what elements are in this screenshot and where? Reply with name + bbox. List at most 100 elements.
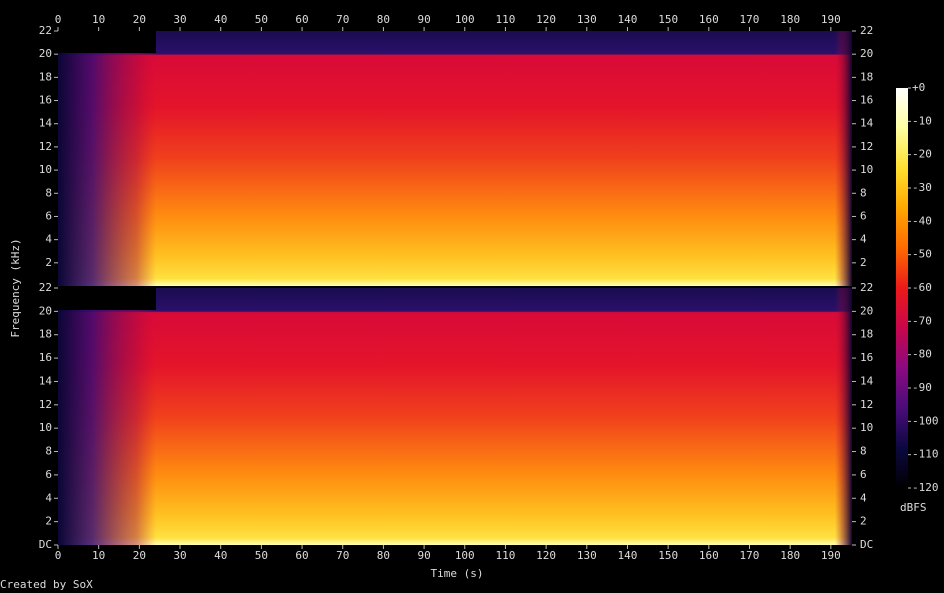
x-tick-label: 150	[658, 549, 678, 562]
y-tick-label-right: 12	[860, 398, 873, 411]
x-tick-label-top: 140	[618, 13, 638, 26]
x-tick-label-top: 20	[133, 13, 146, 26]
y-tick-label-right: 14	[860, 374, 874, 387]
x-tick-label-top: 70	[336, 13, 349, 26]
x-tick-label-top: 90	[417, 13, 430, 26]
x-tick-label: 10	[92, 549, 105, 562]
x-tick-label: 0	[55, 549, 62, 562]
y-tick-label-right: 16	[860, 351, 873, 364]
y-tick-label: 12	[39, 398, 52, 411]
y-tick-label: 18	[39, 70, 52, 83]
x-tick-label: 140	[618, 549, 638, 562]
x-tick-label: 60	[295, 549, 308, 562]
colorbar-tick-label: -30	[912, 181, 932, 194]
y-tick-label: 22	[39, 281, 52, 294]
x-tick-label-top: 40	[214, 13, 227, 26]
y-tick-label: 8	[45, 445, 52, 458]
y-tick-label-right: 20	[860, 47, 873, 60]
y-tick-label-right: 22	[860, 24, 873, 37]
x-tick-label-top: 120	[536, 13, 556, 26]
x-tick-label: 170	[740, 549, 760, 562]
x-tick-label-top: 160	[699, 13, 719, 26]
y-tick-label: 16	[39, 351, 52, 364]
y-tick-label: 4	[45, 491, 52, 504]
y-tick-label-right: 6	[860, 468, 867, 481]
x-tick-label: 70	[336, 549, 349, 562]
colorbar-label: dBFS	[900, 501, 927, 514]
y-tick-label-right: 4	[860, 233, 867, 246]
y-tick-label-right: 18	[860, 70, 873, 83]
x-tick-label: 120	[536, 549, 556, 562]
y-tick-label-right: 14	[860, 117, 874, 130]
x-tick-label-top: 110	[496, 13, 516, 26]
colorbar-tick-label: -10	[912, 114, 932, 127]
colorbar-tick-label: -50	[912, 248, 932, 261]
x-tick-label: 130	[577, 549, 597, 562]
x-tick-label: 30	[173, 549, 186, 562]
x-tick-label-top: 180	[780, 13, 800, 26]
y-tick-label: 12	[39, 140, 52, 153]
y-tick-label: 10	[39, 421, 52, 434]
y-tick-label-right: 6	[860, 209, 867, 222]
x-tick-label: 90	[417, 549, 430, 562]
y-tick-label: 16	[39, 94, 52, 107]
y-tick-label: DC	[39, 538, 52, 551]
colorbar-tick-label: -100	[912, 414, 939, 427]
x-tick-label: 190	[821, 549, 841, 562]
y-tick-label-right: 8	[860, 445, 867, 458]
y-tick-label: 2	[45, 515, 52, 528]
x-tick-label-top: 50	[255, 13, 268, 26]
colorbar-tick-label: -40	[912, 214, 932, 227]
panel-art	[58, 31, 852, 545]
y-tick-label: 18	[39, 328, 52, 341]
y-tick-label: 14	[39, 374, 53, 387]
x-tick-label-top: 10	[92, 13, 105, 26]
x-axis-label: Time (s)	[431, 567, 484, 580]
colorbar-tick-label: +0	[912, 81, 925, 94]
x-tick-label: 180	[780, 549, 800, 562]
y-tick-label: 6	[45, 209, 52, 222]
y-tick-label: 6	[45, 468, 52, 481]
y-tick-label: 20	[39, 304, 52, 317]
y-tick-label-right: 10	[860, 421, 873, 434]
y-tick-label-right: 22	[860, 281, 873, 294]
y-tick-label: 20	[39, 47, 52, 60]
x-tick-label: 40	[214, 549, 227, 562]
x-tick-label: 100	[455, 549, 475, 562]
y-tick-label-right: 8	[860, 186, 867, 199]
colorbar-tick-label: -60	[912, 281, 932, 294]
y-tick-label: 14	[39, 117, 53, 130]
x-tick-label-top: 60	[295, 13, 308, 26]
y-tick-label-right: 20	[860, 304, 873, 317]
y-tick-label: 8	[45, 186, 52, 199]
y-axis-label: Frequency (kHz)	[9, 238, 22, 337]
colorbar-tick-label: -110	[912, 448, 939, 461]
x-tick-label-top: 0	[55, 13, 62, 26]
y-tick-label-right: 16	[860, 94, 873, 107]
x-tick-label-top: 130	[577, 13, 597, 26]
colorbar-tick-label: -80	[912, 348, 932, 361]
colorbar-tick-label: -20	[912, 148, 932, 161]
x-tick-label-top: 150	[658, 13, 678, 26]
x-tick-label-top: 30	[173, 13, 186, 26]
y-tick-label-right: 2	[860, 515, 867, 528]
x-tick-label: 110	[496, 549, 516, 562]
y-tick-label: 2	[45, 256, 52, 269]
y-tick-label: 10	[39, 163, 52, 176]
x-tick-label: 160	[699, 549, 719, 562]
colorbar-tick-label: -90	[912, 381, 932, 394]
x-tick-label-top: 190	[821, 13, 841, 26]
y-tick-label: 4	[45, 233, 52, 246]
y-tick-label: 22	[39, 24, 52, 37]
y-tick-label-right: DC	[860, 538, 873, 551]
x-tick-label: 20	[133, 549, 146, 562]
y-tick-label-right: 18	[860, 328, 873, 341]
y-tick-label-right: 2	[860, 256, 867, 269]
x-tick-label-top: 80	[377, 13, 390, 26]
x-tick-label-top: 100	[455, 13, 475, 26]
colorbar-tick-label: -120	[912, 481, 939, 494]
colorbar-tick-label: -70	[912, 314, 932, 327]
y-tick-label-right: 4	[860, 491, 867, 504]
y-tick-label-right: 10	[860, 163, 873, 176]
